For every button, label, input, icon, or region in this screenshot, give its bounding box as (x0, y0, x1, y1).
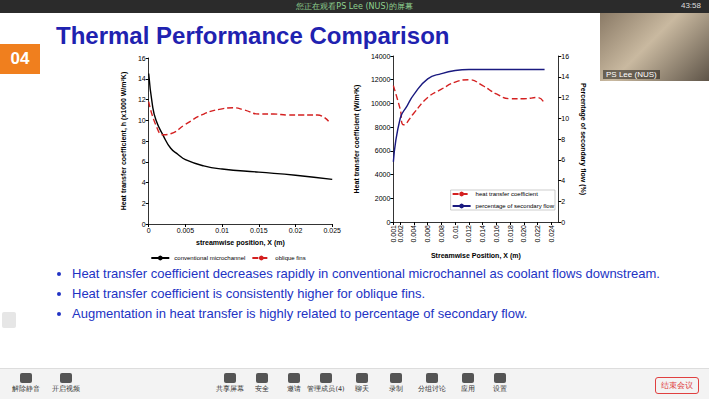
html-text:04: 04 (10, 49, 30, 68)
html-text:共享屏幕: 共享屏幕 (216, 385, 244, 393)
svg-text:8: 8 (561, 136, 565, 143)
svg-text:16: 16 (138, 55, 146, 62)
html-text:管理成员(4): 管理成员(4) (307, 385, 345, 393)
svg-text:0.01: 0.01 (215, 227, 229, 234)
svg-text:0.020: 0.020 (520, 225, 527, 243)
svg-text:0.016: 0.016 (493, 225, 500, 243)
svg-text:6: 6 (561, 156, 565, 163)
html-text:开启视频: 开启视频 (52, 385, 80, 393)
svg-text:0.014: 0.014 (479, 225, 486, 243)
svg-text:2: 2 (561, 198, 565, 205)
svg-text:0.005: 0.005 (177, 227, 195, 234)
svg-text:10: 10 (561, 115, 569, 122)
svg-text:Heat transfer coefficient, h (: Heat transfer coefficient, h (x1000 W/m²… (120, 72, 128, 210)
html-text:Augmentation in heat transfer: Augmentation in heat transfer is highly … (72, 306, 528, 321)
svg-text:0.004: 0.004 (410, 225, 417, 243)
svg-text:14000: 14000 (371, 53, 391, 60)
svg-text:0.008: 0.008 (438, 225, 445, 243)
html-text:Heat transfer coefficient decr: Heat transfer coefficient decreases rapi… (72, 266, 660, 281)
svg-text:conventional microchannel: conventional microchannel (174, 255, 245, 261)
html-text:聊天: 聊天 (355, 385, 369, 393)
html-text:分组讨论: 分组讨论 (418, 385, 446, 393)
svg-text:4: 4 (561, 177, 565, 184)
svg-text:6: 6 (142, 158, 146, 165)
svg-text:0: 0 (386, 219, 390, 226)
svg-text:10: 10 (138, 117, 146, 124)
html-text:结束会议: 结束会议 (661, 381, 693, 390)
svg-text:8: 8 (142, 138, 146, 145)
html-text:您正在观看PS Lee (NUS)的屏幕: 您正在观看PS Lee (NUS)的屏幕 (296, 2, 413, 11)
html-text:43:58: 43:58 (681, 1, 701, 10)
svg-text:8000: 8000 (375, 124, 391, 131)
svg-text:0.012: 0.012 (465, 225, 472, 243)
svg-text:2000: 2000 (375, 195, 391, 202)
svg-text:Percentage of secondary flow (: Percentage of secondary flow (%) (579, 83, 587, 195)
svg-text:12000: 12000 (371, 76, 391, 83)
html-text:解除静音: 解除静音 (12, 385, 40, 393)
html-text:Heat transfer coefficient is c: Heat transfer coefficient is consistentl… (72, 286, 426, 301)
svg-text:0.015: 0.015 (250, 227, 268, 234)
svg-text:2: 2 (142, 200, 146, 207)
svg-text:0.02: 0.02 (289, 227, 303, 234)
svg-text:12: 12 (561, 94, 569, 101)
svg-text:percentage of secondary flow: percentage of secondary flow (476, 203, 555, 209)
svg-text:streamwise position, X (m): streamwise position, X (m) (196, 239, 285, 247)
svg-text:0.006: 0.006 (424, 225, 431, 243)
svg-text:0.025: 0.025 (323, 227, 341, 234)
svg-text:0.002: 0.002 (397, 225, 404, 243)
html-text:安全: 安全 (255, 385, 269, 393)
svg-text:Heat transfer coefficient (W/m: Heat transfer coefficient (W/m²K) (353, 85, 361, 194)
svg-text:6000: 6000 (375, 147, 391, 154)
svg-text:0.024: 0.024 (548, 225, 555, 243)
svg-text:14: 14 (561, 73, 569, 80)
svg-text:heat transfer coefficient: heat transfer coefficient (476, 191, 539, 197)
svg-text:12: 12 (138, 96, 146, 103)
html-text:PS Lee (NUS): PS Lee (NUS) (606, 70, 657, 79)
html-text:设置: 设置 (493, 385, 507, 393)
svg-text:0.018: 0.018 (507, 225, 514, 243)
svg-text:4000: 4000 (375, 171, 391, 178)
svg-text:10000: 10000 (371, 100, 391, 107)
html-text:邀请: 邀请 (287, 385, 301, 393)
svg-text:0: 0 (142, 221, 146, 228)
svg-text:oblique fins: oblique fins (275, 255, 305, 261)
svg-text:4: 4 (142, 179, 146, 186)
svg-text:0: 0 (561, 219, 565, 226)
svg-text:0.001: 0.001 (389, 225, 397, 243)
svg-text:Streamwise Position, X (m): Streamwise Position, X (m) (431, 252, 521, 260)
svg-text:0: 0 (147, 227, 151, 234)
html-text:Thermal Performance Comparison: Thermal Performance Comparison (56, 22, 450, 49)
svg-text:16: 16 (561, 53, 569, 60)
svg-text:14: 14 (138, 75, 146, 82)
html-text:应用: 应用 (461, 385, 475, 393)
svg-text:0.022: 0.022 (534, 225, 541, 243)
html-text:录制: 录制 (389, 385, 403, 393)
svg-text:0.01: 0.01 (452, 225, 459, 239)
